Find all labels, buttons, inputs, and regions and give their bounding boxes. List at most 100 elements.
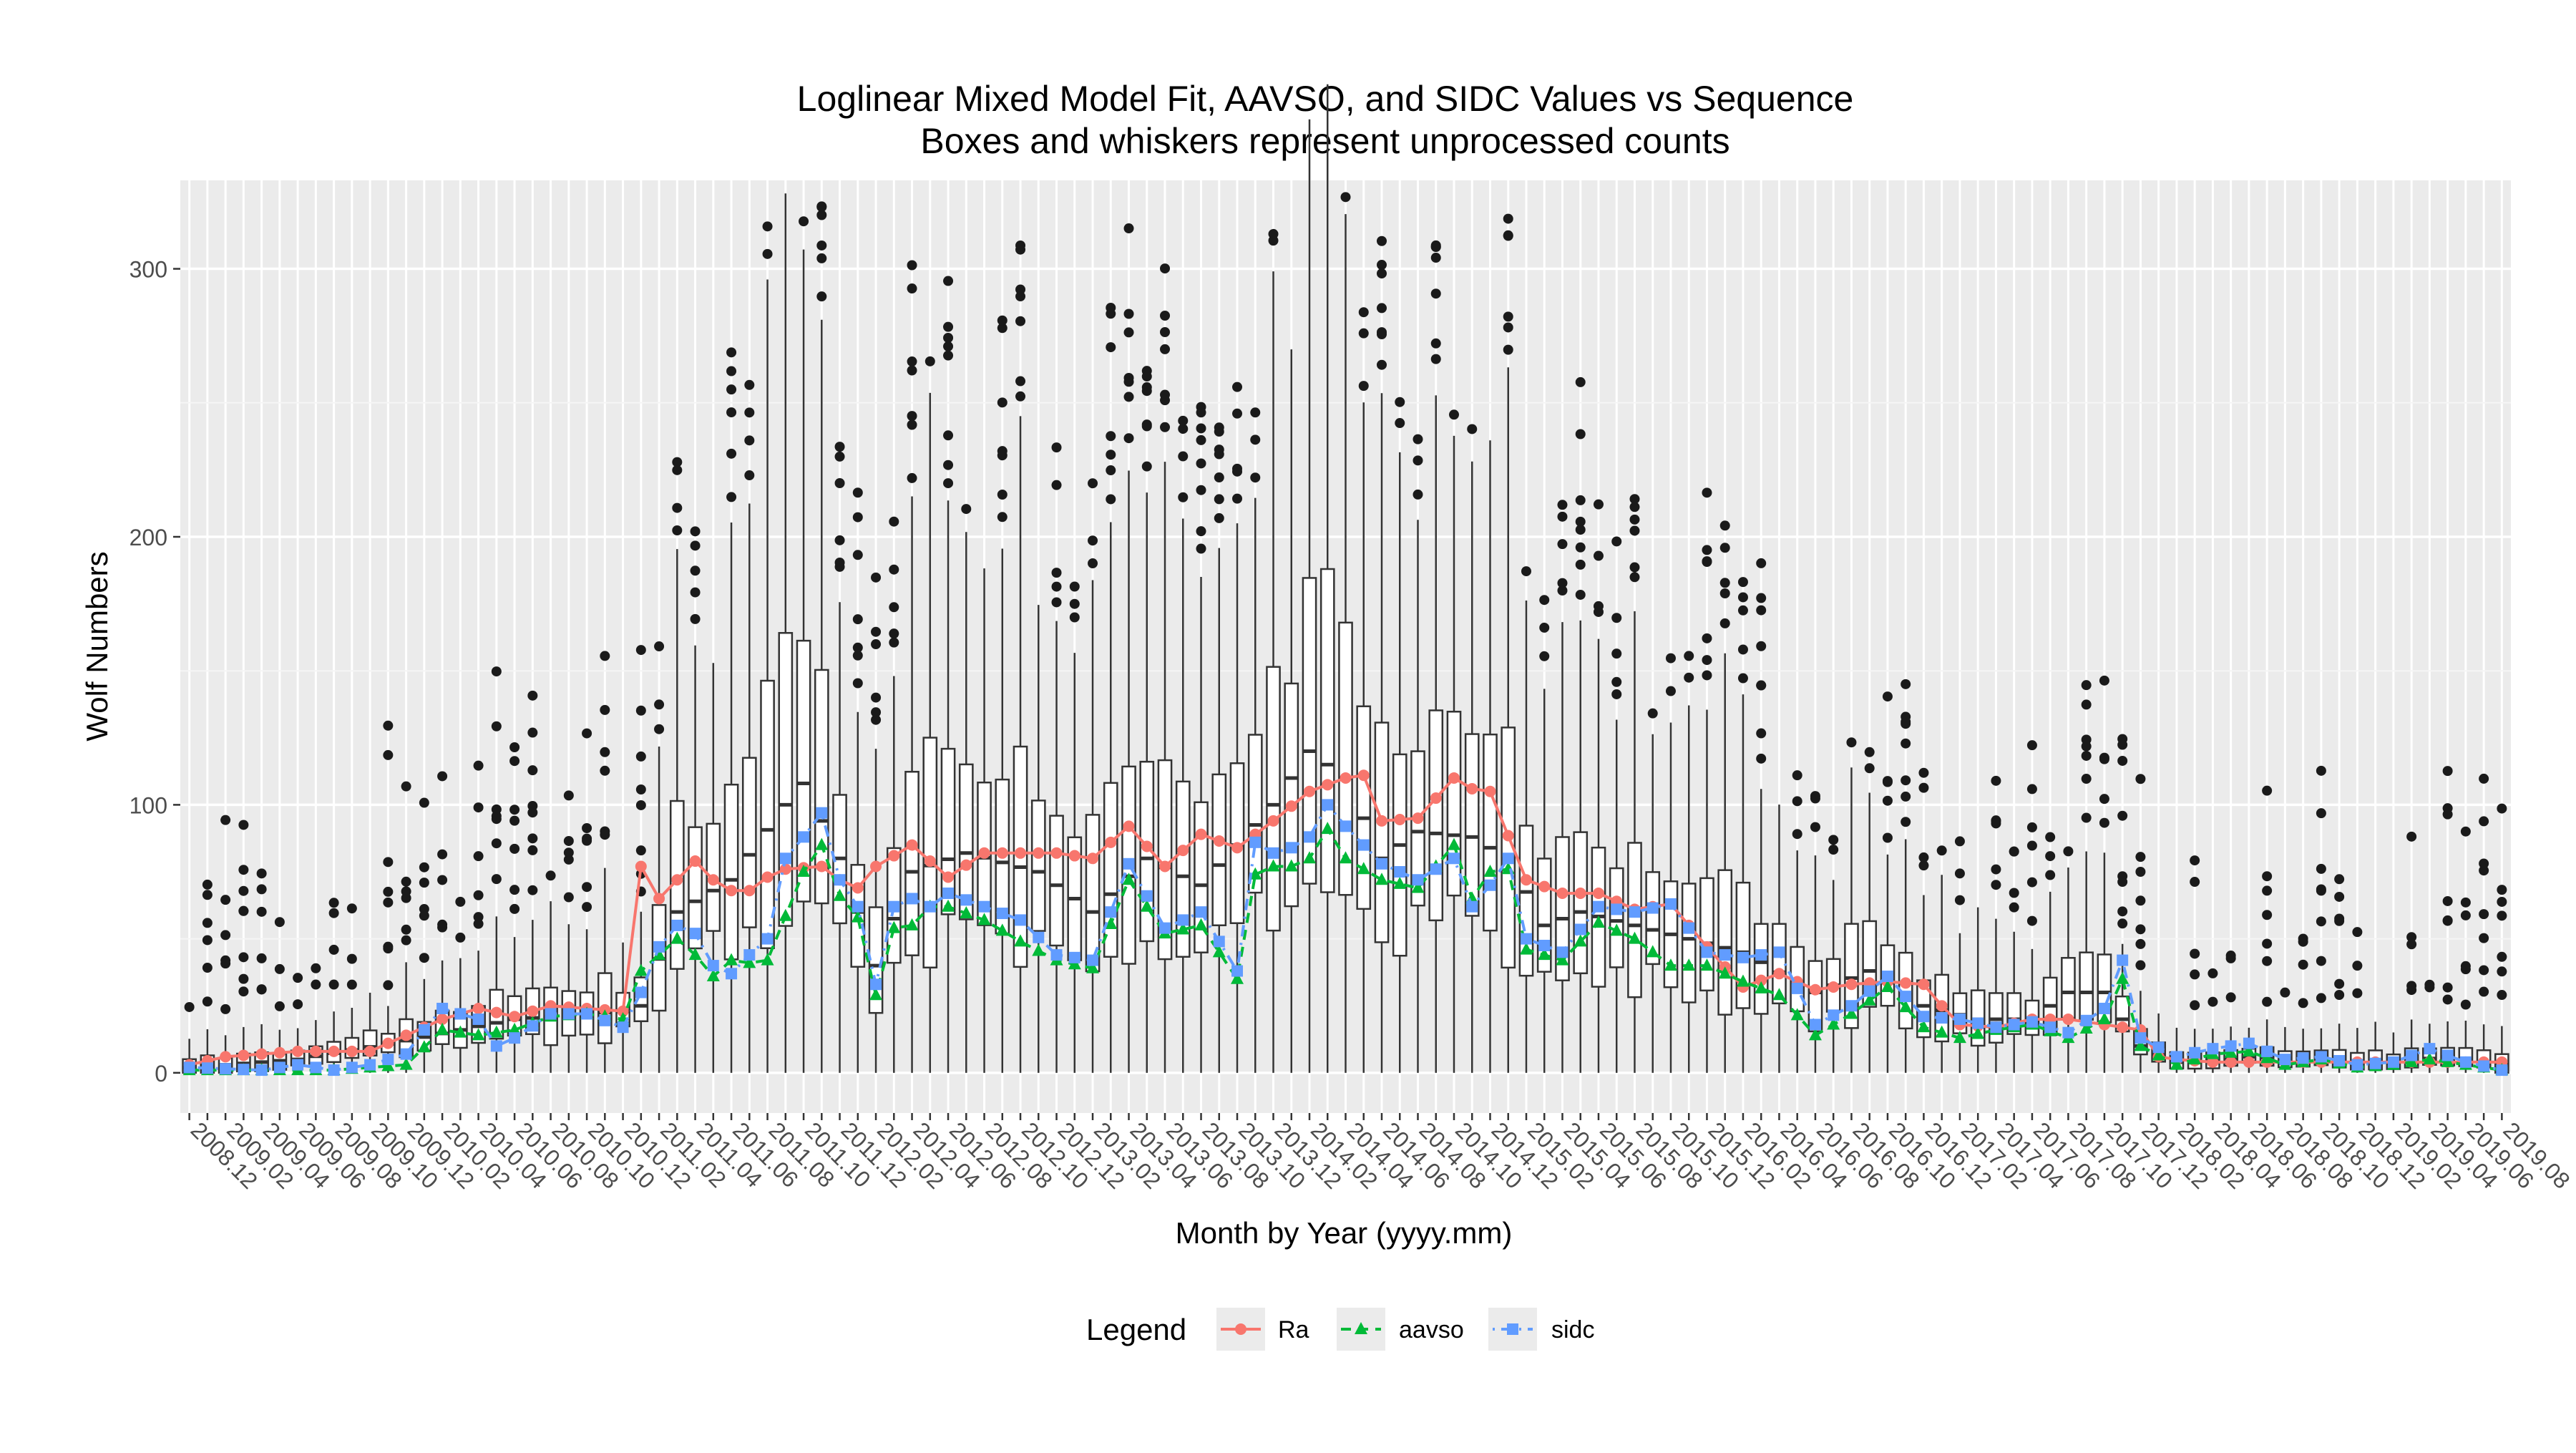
outlier-point (1864, 763, 1875, 774)
outlier-point (2135, 960, 2146, 971)
point-aavso (1321, 822, 1335, 835)
outlier-point (2190, 877, 2200, 888)
point-aavso (1556, 953, 1569, 966)
outlier-point (943, 341, 954, 351)
outlier-point (2334, 915, 2345, 926)
box-2013.06 (1157, 263, 1173, 1073)
box-2011.09 (778, 193, 794, 1073)
outlier-point (635, 800, 646, 810)
outlier-point (600, 704, 610, 715)
point-Ra (220, 1051, 232, 1063)
outlier-point (943, 276, 954, 286)
point-Ra (472, 1002, 484, 1014)
outlier-point (2262, 871, 2273, 882)
box-2012.07 (958, 504, 974, 1073)
point-aavso (960, 906, 973, 919)
series-sidc (183, 799, 2508, 1077)
point-Ra (671, 874, 683, 886)
point-aavso (1574, 934, 1587, 947)
point-sidc (1177, 914, 1189, 926)
box-iqr (1735, 881, 1751, 1009)
outlier-point (1737, 592, 1748, 603)
outlier-point (582, 823, 592, 834)
outlier-point (1196, 458, 1206, 469)
point-aavso (2242, 1044, 2255, 1056)
outlier-point (852, 487, 863, 498)
outlier-point (1123, 308, 1134, 319)
outlier-point (2334, 990, 2345, 1001)
point-sidc (1394, 866, 1406, 878)
outlier-point (1737, 605, 1748, 616)
outlier-point (1991, 880, 2001, 890)
outlier-point (726, 492, 737, 502)
point-aavso (1610, 923, 1624, 936)
outlier-point (1088, 478, 1098, 489)
y-axis-label: Wolf Numbers (80, 551, 114, 741)
point-sidc (2424, 1043, 2436, 1055)
outlier-point (816, 202, 827, 213)
point-Ra (2243, 1056, 2255, 1068)
point-aavso (1284, 859, 1298, 872)
outlier-point (2135, 774, 2146, 784)
outlier-point (238, 820, 249, 830)
outlier-point (256, 868, 267, 879)
outlier-point (871, 707, 882, 718)
outlier-point (1629, 525, 1640, 536)
box-2012.12 (1049, 442, 1064, 1073)
point-aavso (2134, 1039, 2147, 1051)
point-sidc (726, 968, 738, 980)
box-iqr (1410, 750, 1425, 907)
outlier-point (383, 720, 394, 731)
point-sidc (1050, 949, 1063, 961)
outlier-point (744, 470, 755, 481)
point-sidc (671, 919, 683, 931)
box-iqr (1374, 721, 1390, 943)
legend-key-marker (1235, 1323, 1246, 1335)
point-Ra (1520, 874, 1532, 886)
point-sidc (689, 928, 701, 940)
boxplots (182, 84, 2509, 1074)
box-iqr (1555, 836, 1570, 981)
outlier-point (2442, 982, 2453, 993)
legend: Legend Ra aavso sidc (1086, 1308, 1594, 1351)
outlier-point (1430, 288, 1441, 299)
outlier-point (220, 1004, 231, 1014)
outlier-point (220, 930, 231, 941)
legend-item-sidc: sidc (1488, 1308, 1594, 1351)
point-sidc (2080, 1014, 2092, 1026)
point-sidc (1953, 1013, 1966, 1025)
outlier-point (690, 526, 701, 537)
box-iqr (1211, 773, 1227, 927)
outlier-point (2479, 773, 2489, 784)
outlier-point (2081, 774, 2092, 784)
point-sidc (472, 1013, 484, 1025)
box-iqr (1247, 734, 1263, 894)
outlier-point (346, 903, 357, 914)
outlier-point (690, 613, 701, 624)
outlier-point (527, 845, 538, 855)
outlier-point (1593, 550, 1604, 561)
outlier-point (2135, 938, 2146, 949)
outlier-point (672, 502, 683, 513)
box-iqr (1392, 753, 1407, 957)
point-Ra (2117, 1021, 2129, 1034)
outlier-point (1756, 641, 1767, 651)
outlier-point (582, 882, 592, 893)
outlier-point (473, 890, 484, 900)
outlier-point (1376, 260, 1387, 271)
outlier-point (473, 802, 484, 813)
outlier-point (1214, 449, 1224, 460)
point-sidc (400, 1048, 412, 1060)
outlier-point (563, 847, 574, 858)
outlier-point (1611, 536, 1622, 547)
outlier-point (834, 477, 845, 488)
point-sidc (1881, 971, 1893, 983)
outlier-point (1503, 213, 1513, 224)
point-aavso (1682, 958, 1696, 971)
point-Ra (310, 1045, 322, 1057)
outlier-point (2262, 996, 2273, 1007)
outlier-point (419, 797, 429, 808)
outlier-point (1882, 691, 1893, 702)
point-sidc (1900, 991, 1912, 1003)
outlier-point (527, 690, 538, 701)
